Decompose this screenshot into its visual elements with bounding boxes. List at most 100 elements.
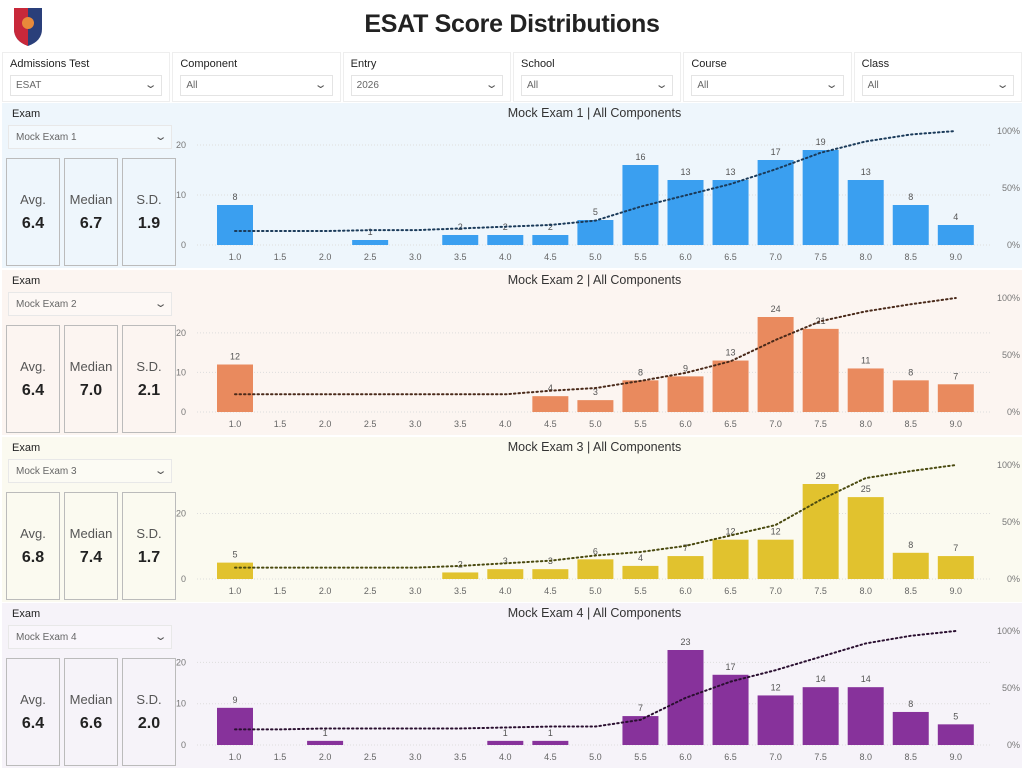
data-label: 13 [861,167,871,177]
y2-tick-label: 0% [1007,574,1020,584]
x-tick-label: 5.5 [634,419,647,429]
data-label: 1 [323,728,328,738]
x-tick-label: 5.0 [589,252,602,262]
bar [667,180,704,245]
chevron-down-icon: ⌄ [314,79,328,91]
filter-bar: Admissions Test ESAT ⌄ Component All ⌄ Entry… [2,52,1022,102]
x-tick-label: 4.5 [544,752,557,762]
x-tick-label: 4.5 [544,252,557,262]
avg-card: Avg. 6.4 [6,158,60,266]
data-label: 25 [861,484,871,494]
bar [712,539,749,579]
exam-panel-4: Exam Mock Exam 4 ⌄ Avg. 6.4 Median 6.6 S.D.… [2,603,1022,768]
y-tick-label: 20 [176,140,186,150]
bar [892,205,929,245]
x-tick-label: 6.0 [679,752,692,762]
median-value: 6.7 [79,215,103,232]
exam-dropdown[interactable]: Mock Exam 2 ⌄ [8,292,172,316]
bar [802,150,839,245]
x-tick-label: 6.5 [724,252,737,262]
x-tick-label: 3.5 [454,752,467,762]
data-label: 13 [726,348,736,358]
x-tick-label: 1.0 [229,586,242,596]
page-title: ESAT Score Distributions [364,10,660,38]
filter-dropdown[interactable]: All ⌄ [861,75,1014,96]
cumulative-line [234,464,957,569]
data-label: 13 [680,167,690,177]
data-label: 12 [726,527,736,537]
filter-label: Course [691,58,727,70]
chevron-down-icon: ⌄ [153,631,168,643]
sd-card: S.D. 2.0 [122,658,176,766]
exam-label: Exam [12,608,41,620]
filter-dropdown[interactable]: All ⌄ [180,75,333,96]
x-tick-label: 7.0 [769,586,782,596]
y-tick-label: 0 [181,240,186,250]
x-tick-label: 1.0 [229,252,242,262]
sd-card: S.D. 2.1 [122,325,176,433]
data-label: 21 [816,316,826,326]
x-tick-label: 8.0 [859,752,872,762]
chevron-down-icon: ⌄ [153,131,168,143]
x-tick-label: 8.0 [859,252,872,262]
filter-value: All [697,80,709,91]
data-label: 14 [816,674,826,684]
x-tick-label: 5.0 [589,752,602,762]
filter-component: Component All ⌄ [172,52,341,102]
exam-dropdown[interactable]: Mock Exam 4 ⌄ [8,625,172,649]
median-label: Median [69,192,113,207]
x-tick-label: 9.0 [950,586,963,596]
y2-tick-label: 0% [1007,240,1020,250]
bar [667,376,704,412]
x-tick-label: 6.5 [724,586,737,596]
bar [892,380,929,412]
exam-dropdown[interactable]: Mock Exam 3 ⌄ [8,459,172,483]
bar [217,562,253,579]
x-tick-label: 4.0 [499,586,512,596]
bar [442,572,479,579]
filter-course: Course All ⌄ [683,52,852,102]
filter-value: All [526,80,539,91]
filter-admissions-test: Admissions Test ESAT ⌄ [2,52,171,102]
data-label: 16 [635,152,645,162]
x-tick-label: 8.0 [859,586,872,596]
data-label: 23 [680,637,690,647]
median-card: Median 7.0 [64,325,118,433]
data-label: 6 [593,546,598,556]
bar [847,497,884,579]
exam-value: Mock Exam 4 [16,632,77,643]
histogram-chart: 0 10 20 0% 50% 100% 12 1.0 1.5 2.0 2.5 3.0 3.5 4.0 4 4.… [176,293,1020,429]
x-tick-label: 7.5 [814,752,827,762]
sd-value: 2.0 [137,715,161,732]
filter-dropdown[interactable]: 2026 ⌄ [350,75,503,96]
bar [442,235,479,245]
filter-dropdown[interactable]: All ⌄ [520,75,674,96]
bar [577,559,614,579]
median-label: Median [69,359,113,374]
avg-card: Avg. 6.8 [6,492,60,600]
avg-label: Avg. [20,359,46,374]
exam-dropdown[interactable]: Mock Exam 1 ⌄ [8,125,172,149]
filter-label: Class [861,58,890,70]
x-tick-label: 4.5 [544,419,557,429]
y-tick-label: 10 [176,699,186,709]
filter-dropdown[interactable]: All ⌄ [691,75,844,96]
x-tick-label: 7.5 [814,586,827,596]
median-label: Median [69,692,113,707]
y2-tick-label: 0% [1007,407,1020,417]
y2-tick-label: 100% [997,460,1020,470]
x-tick-label: 7.0 [769,752,782,762]
shield-crest-logo [14,8,42,46]
x-tick-label: 7.5 [814,252,827,262]
data-label: 13 [726,167,736,177]
exam-value: Mock Exam 1 [16,132,77,143]
chart-title: Mock Exam 2 | All Components [507,273,682,287]
x-tick-label: 2.5 [364,586,377,596]
x-tick-label: 1.5 [274,419,287,429]
bar [217,205,253,245]
bar [892,552,929,579]
bar [352,240,389,245]
data-label: 1 [368,227,373,237]
x-tick-label: 6.0 [679,586,692,596]
filter-dropdown[interactable]: ESAT ⌄ [10,75,163,96]
